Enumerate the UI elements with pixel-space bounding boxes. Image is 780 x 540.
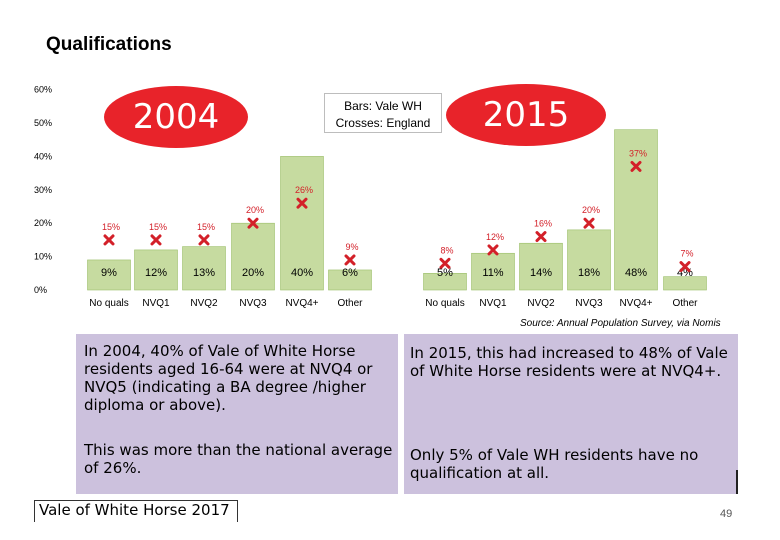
category-label: NVQ2	[190, 298, 218, 309]
category-label: Other	[337, 298, 363, 309]
england-cross	[630, 160, 642, 172]
page-number: 49	[720, 508, 733, 520]
y-tick-label: 40%	[34, 151, 52, 161]
right-text-2: Only 5% of Vale WH residents have no qua…	[410, 446, 699, 482]
bar	[614, 129, 658, 291]
england-cross	[103, 234, 115, 246]
cross-value-label: 8%	[440, 245, 453, 255]
cross-value-label: 15%	[102, 222, 120, 232]
left-text-box	[76, 334, 398, 494]
y-tick-label: 0%	[34, 285, 47, 295]
cross-value-label: 37%	[629, 148, 647, 158]
right-text-1: In 2015, this had increased to 48% of Va…	[410, 344, 728, 380]
bar	[280, 156, 324, 291]
cross-value-label: 9%	[345, 242, 358, 252]
qualifications-chart: 0% 10% 20% 30% 40% 50% 60% 9% No quals 15% 12% NVQ1…	[34, 85, 707, 309]
category-label: NVQ4+	[285, 298, 318, 309]
bar-value-label: 40%	[291, 267, 313, 279]
cross-value-label: 12%	[486, 232, 504, 242]
category-label: NVQ3	[239, 298, 267, 309]
bar	[567, 229, 611, 291]
bar-value-label: 6%	[342, 267, 358, 279]
y-tick-label: 20%	[34, 218, 52, 228]
bar-value-label: 11%	[482, 267, 503, 279]
category-label: NVQ1	[142, 298, 170, 309]
bar-value-label: 18%	[578, 267, 600, 279]
box-edge-line	[736, 470, 738, 494]
chart-legend: Bars: Vale WH Crosses: England	[324, 93, 442, 133]
y-tick-label: 30%	[34, 185, 52, 195]
england-cross	[487, 244, 499, 256]
bar	[519, 242, 563, 291]
bar	[663, 276, 707, 291]
bar-value-label: 14%	[530, 267, 552, 279]
legend-crosses: Crosses: England	[335, 116, 431, 130]
category-label: NVQ2	[527, 298, 555, 309]
bar	[87, 259, 131, 291]
england-cross	[344, 254, 356, 266]
category-label: NVQ3	[575, 298, 603, 309]
y-tick-label: 10%	[34, 252, 52, 262]
left-text-1: In 2004, 40% of Vale of White Horse resi…	[84, 342, 373, 414]
england-cross	[679, 261, 691, 273]
source-note: Source: Annual Population Survey, via No…	[520, 318, 721, 329]
y-tick-label: 50%	[34, 118, 52, 128]
y-tick-label: 60%	[34, 85, 52, 95]
bar	[471, 252, 515, 291]
bar-value-label: 9%	[101, 267, 117, 279]
bar	[231, 222, 275, 291]
bar	[134, 249, 178, 291]
category-label: No quals	[425, 298, 464, 309]
category-label: No quals	[89, 298, 128, 309]
england-cross	[439, 257, 451, 269]
england-cross	[198, 234, 210, 246]
right-text-box	[404, 334, 738, 494]
england-cross	[535, 231, 547, 243]
bar-value-label: 13%	[193, 267, 215, 279]
england-cross	[583, 217, 595, 229]
category-label: Other	[672, 298, 698, 309]
cross-value-label: 16%	[534, 219, 552, 229]
bar-value-label: 20%	[242, 267, 264, 279]
bar	[423, 272, 467, 291]
england-cross	[247, 217, 259, 229]
footer: Vale of White Horse 2017	[34, 500, 238, 522]
bar-value-label: 12%	[145, 267, 167, 279]
category-label: NVQ4+	[619, 298, 652, 309]
england-cross	[150, 234, 162, 246]
cross-value-label: 26%	[295, 185, 313, 195]
bar	[182, 246, 226, 291]
year-2004-badge: 2004	[104, 86, 248, 148]
cross-value-label: 20%	[582, 205, 600, 215]
bar-value-label: 48%	[625, 267, 647, 279]
cross-value-label: 20%	[246, 205, 264, 215]
category-label: NVQ1	[479, 298, 507, 309]
bar-value-label: 5%	[437, 267, 453, 279]
england-cross	[296, 197, 308, 209]
cross-value-label: 15%	[149, 222, 167, 232]
legend-bars: Bars: Vale WH	[344, 99, 422, 113]
bar	[328, 269, 372, 291]
cross-value-label: 7%	[680, 249, 693, 259]
page-title: Qualifications	[46, 34, 172, 55]
cross-value-label: 15%	[197, 222, 215, 232]
year-2015-badge: 2015	[446, 84, 606, 146]
left-text-2: This was more than the national average …	[84, 441, 393, 477]
